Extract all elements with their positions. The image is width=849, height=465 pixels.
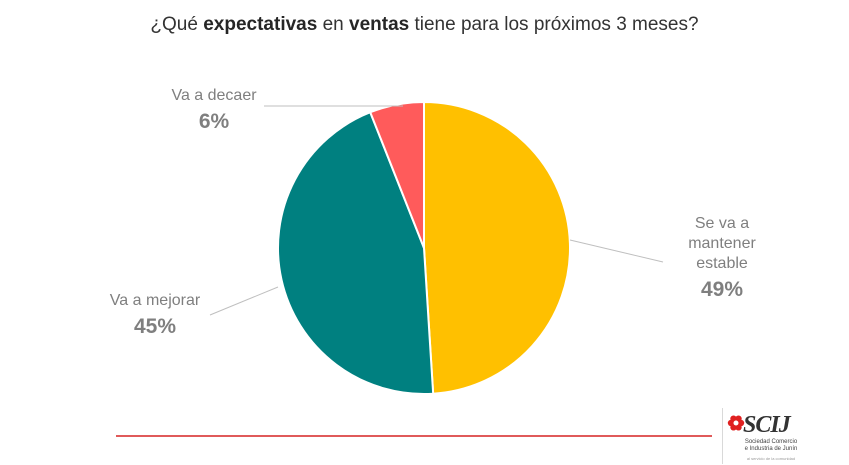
pie-slice-1 [277, 110, 435, 395]
footer-divider [116, 435, 712, 437]
slice-label-0-line-0: Se va a [695, 215, 749, 232]
slice-value-0: 49% [701, 278, 743, 301]
title-bold-expectativas: expectativas [203, 14, 318, 35]
slice-label-2-line-0: Va a decaer [171, 87, 257, 104]
slice-label-0-line-2: estable [696, 255, 748, 272]
pie-slice-2 [368, 100, 425, 249]
pie-slice-0 [423, 100, 572, 395]
title-bold-ventas: ventas [349, 14, 410, 35]
leader-line-1 [209, 286, 279, 316]
slice-value-2: 6% [199, 110, 230, 133]
flower-icon [727, 415, 745, 431]
scij-logo: SCIJ Sociedad Comercio e Industria de Ju… [722, 408, 815, 464]
logo-mark: SCIJ [743, 412, 791, 438]
slice-label-0-line-1: mantener [688, 235, 756, 252]
slice-label-1-line-0: Va a mejorar [110, 292, 201, 309]
logo-subtitle: Sociedad Comercio e Industria de Junín [744, 439, 798, 452]
slice-value-1: 45% [134, 315, 176, 338]
chart-title: ¿Qué expectativas en ventas tiene para l… [150, 14, 699, 35]
logo-tagline: al servicio de la comunidad [746, 456, 796, 461]
leader-line-0 [569, 239, 664, 263]
